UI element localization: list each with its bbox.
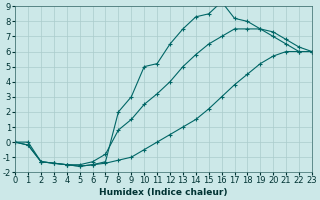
X-axis label: Humidex (Indice chaleur): Humidex (Indice chaleur): [99, 188, 228, 197]
